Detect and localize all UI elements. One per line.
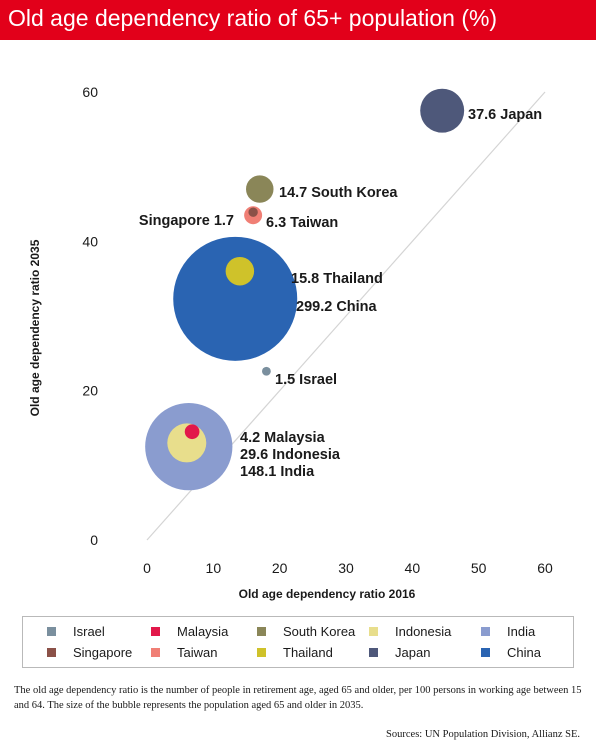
bubble-singapore (248, 207, 258, 217)
legend-swatch (151, 648, 160, 657)
data-label-thailand: 15.8 Thailand (291, 271, 383, 287)
source-note: Sources: UN Population Division, Allianz… (386, 729, 580, 740)
x-tick-label: 60 (537, 560, 553, 576)
y-tick-label: 20 (82, 383, 98, 399)
legend-item-south-korea: South Korea (257, 624, 355, 639)
data-label-south-korea: 14.7 South Korea (279, 185, 398, 201)
legend-label: Malaysia (177, 624, 229, 639)
bubble-thailand (225, 256, 255, 286)
legend-label: Japan (395, 645, 431, 660)
legend: Israel Malaysia South Korea Indonesia India S… (22, 616, 574, 668)
y-tick-label: 40 (82, 233, 98, 249)
y-axis-label: Old age dependency ratio 2035 (28, 239, 42, 416)
legend-item-china: China (481, 645, 541, 660)
data-label-singapore: Singapore 1.7 (139, 213, 234, 229)
legend-swatch (47, 627, 56, 636)
y-tick-label: 60 (82, 84, 98, 100)
x-tick-label: 50 (471, 560, 487, 576)
legend-item-singapore: Singapore (47, 645, 132, 660)
data-label-china: 299.2 China (296, 299, 378, 315)
legend-item-malaysia: Malaysia (151, 624, 228, 639)
x-tick-label: 40 (405, 560, 421, 576)
legend-swatch (47, 648, 56, 657)
x-tick-label: 20 (272, 560, 288, 576)
footnote: The old age dependency ratio is the numb… (14, 685, 582, 711)
legend-item-taiwan: Taiwan (151, 645, 217, 660)
title-bar: Old age dependency ratio of 65+ populati… (0, 0, 596, 40)
x-tick-label: 0 (143, 560, 151, 576)
legend-label: Israel (73, 624, 105, 639)
legend-label: Taiwan (177, 645, 218, 660)
legend-item-india: India (481, 624, 535, 639)
data-label-japan: 37.6 Japan (468, 107, 542, 123)
legend-swatch (257, 648, 266, 657)
bubble-japan (420, 88, 465, 133)
plot-area: 0 10 20 30 40 50 60 0 20 40 60 Old age dependency r… (28, 84, 553, 601)
bubble-south-korea (246, 175, 274, 203)
x-axis-label: Old age dependency ratio 2016 (239, 587, 416, 601)
y-tick-label: 0 (90, 532, 98, 548)
data-label-india: 148.1 India (240, 464, 315, 480)
legend-label: South Korea (283, 624, 356, 639)
legend-label: Thailand (283, 645, 333, 660)
x-tick-label: 10 (206, 560, 222, 576)
bubble-israel (262, 366, 271, 376)
data-label-israel: 1.5 Israel (275, 372, 337, 388)
data-label-taiwan: 6.3 Taiwan (266, 215, 338, 231)
legend-swatch (151, 627, 160, 636)
legend-item-indonesia: Indonesia (369, 624, 451, 639)
bubble-chart: 0 10 20 30 40 50 60 0 20 40 60 Old age dependency r… (28, 84, 553, 601)
legend-label: China (507, 645, 541, 660)
legend-swatch (481, 627, 490, 636)
x-tick-label: 30 (338, 560, 354, 576)
bubble-china (173, 236, 298, 361)
data-label-malaysia: 4.2 Malaysia (240, 430, 326, 446)
legend-swatch (369, 648, 378, 657)
legend-item-japan: Japan (369, 645, 430, 660)
legend-swatch (369, 627, 378, 636)
legend-swatch (481, 648, 490, 657)
data-label-indonesia: 29.6 Indonesia (240, 447, 341, 463)
legend-swatch (257, 627, 266, 636)
legend-item-thailand: Thailand (257, 645, 333, 660)
legend-label: India (507, 624, 536, 639)
legend-label: Indonesia (395, 624, 452, 639)
bubble-malaysia (184, 424, 200, 440)
legend-label: Singapore (73, 645, 133, 660)
legend-item-israel: Israel (47, 624, 105, 639)
chart-title: Old age dependency ratio of 65+ populati… (8, 5, 498, 31)
